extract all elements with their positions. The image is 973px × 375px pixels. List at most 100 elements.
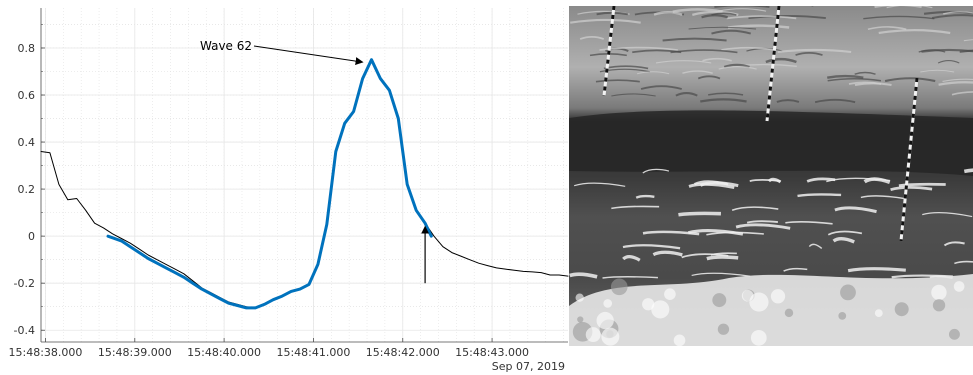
ripple — [943, 11, 973, 15]
foam-streak — [890, 185, 933, 192]
foam-streak — [898, 182, 946, 188]
ripple — [878, 29, 951, 35]
pole-markings — [899, 77, 919, 242]
ripple — [708, 92, 744, 96]
ripple — [702, 57, 732, 62]
foam-streak — [847, 267, 906, 273]
ripple — [595, 79, 640, 83]
ripple — [718, 66, 757, 70]
foam-bubble — [749, 292, 769, 312]
y-tick-label: 0.4 — [18, 136, 36, 149]
foam-bubble — [931, 284, 947, 301]
foam-streak — [834, 206, 877, 214]
foam-bubble — [601, 327, 620, 346]
foam-streak — [622, 244, 681, 250]
foam-bubble — [664, 288, 676, 300]
wave-texture — [569, 6, 973, 176]
foam-streak — [922, 212, 973, 218]
ripple — [863, 15, 935, 20]
foam-bubble — [712, 293, 727, 308]
foam-streak — [602, 276, 658, 279]
ripple — [827, 74, 864, 79]
foam-bubble — [953, 281, 965, 292]
foam-streak — [622, 255, 641, 262]
y-tick-label: -0.2 — [14, 277, 35, 290]
x-tick-label: 15:48:39.000 — [98, 346, 172, 359]
x-tick-label: 15:48:42.000 — [366, 346, 440, 359]
foam-streak — [710, 252, 737, 256]
foam-streak — [767, 177, 782, 184]
foam-streak — [783, 267, 808, 272]
ripple — [599, 46, 678, 51]
ripple — [655, 60, 712, 64]
ripple — [672, 8, 723, 13]
ripple — [932, 14, 973, 20]
foam — [569, 168, 973, 346]
ripple — [701, 14, 728, 19]
foam-bubble — [651, 300, 670, 319]
y-tick-label: 0.2 — [18, 183, 36, 196]
major-grid — [41, 8, 568, 342]
x-tick-label: 15:48:40.000 — [187, 346, 261, 359]
ripple — [611, 93, 656, 97]
foam-streak — [954, 260, 973, 265]
foam-streak — [832, 237, 855, 244]
foam-streak — [735, 223, 791, 230]
pole-markings — [765, 6, 781, 122]
foam-bubble — [770, 289, 786, 304]
ripple — [874, 6, 922, 9]
foam-bubble — [603, 299, 613, 308]
foam-streak — [652, 250, 683, 257]
foam-streak — [706, 231, 764, 236]
foam-streak — [688, 182, 735, 190]
foam-bubble — [577, 316, 584, 323]
ripple — [827, 77, 882, 82]
foam-streak — [642, 230, 700, 236]
y-tick-label: 0.6 — [18, 89, 36, 102]
x-tick-label: 15:48:43.000 — [455, 346, 529, 359]
ripple — [867, 26, 907, 31]
foam-bubble — [784, 308, 794, 318]
ripple — [640, 85, 682, 90]
ripple — [918, 49, 946, 53]
y-tick-labels: -0.4 -0.2 0 0.2 0.4 0.6 0.8 — [14, 42, 35, 337]
foam-streak — [785, 221, 833, 225]
foam-streak — [635, 194, 655, 199]
ripple — [700, 98, 747, 103]
foam-streak — [963, 168, 973, 174]
foam-streak — [642, 168, 670, 174]
foam-bubble — [642, 298, 655, 311]
ripple — [726, 15, 797, 20]
foam-streak — [827, 230, 863, 236]
foam-streak — [706, 255, 739, 261]
ripple — [723, 63, 750, 69]
foam-bubble — [585, 327, 601, 343]
wave-face — [569, 110, 973, 176]
x-date-label: Sep 07, 2019 — [492, 360, 565, 373]
ripple — [579, 35, 605, 40]
foam-bubble — [750, 329, 767, 346]
foam-streak — [731, 206, 779, 211]
ripple — [653, 11, 683, 16]
foam-bubble — [741, 289, 754, 302]
ripple — [886, 6, 933, 9]
foam-bubble — [932, 299, 946, 312]
ripple — [884, 77, 936, 83]
foam-bubble — [717, 323, 730, 335]
foam-streak — [681, 253, 729, 259]
ripple — [570, 18, 641, 24]
foam-streak — [943, 241, 965, 247]
foam-streak — [806, 177, 836, 183]
foam-bubble — [840, 284, 856, 301]
annotation-layer: Wave 62 — [200, 39, 430, 284]
annotation-arrow — [253, 45, 364, 66]
foam-bubble — [610, 278, 628, 296]
ripple — [920, 69, 955, 73]
ripple — [765, 57, 797, 64]
x-tick-labels: 15:48:38.000 15:48:39.000 15:48:40.000 15:4… — [9, 346, 530, 359]
ripple — [959, 49, 973, 53]
ripple — [636, 71, 670, 75]
ripple — [938, 81, 973, 86]
wave-photo — [569, 6, 973, 346]
foam-bubble — [575, 293, 584, 302]
